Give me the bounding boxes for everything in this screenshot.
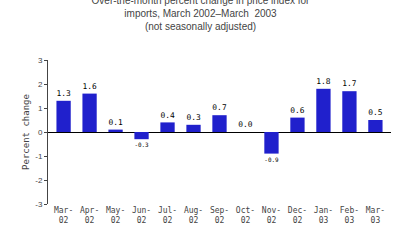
svg-text:Jan-03: Jan-03 xyxy=(314,206,333,225)
svg-text:Apr-02: Apr-02 xyxy=(80,206,99,225)
svg-text:Sep-02: Sep-02 xyxy=(210,206,229,225)
svg-text:Oct-02: Oct-02 xyxy=(236,206,255,225)
svg-text:1.3: 1.3 xyxy=(56,89,71,98)
svg-text:1.6: 1.6 xyxy=(82,82,97,91)
svg-text:Feb-03: Feb-03 xyxy=(340,206,359,225)
svg-text:0.6: 0.6 xyxy=(290,106,305,115)
svg-text:3: 3 xyxy=(38,56,43,65)
svg-text:1.8: 1.8 xyxy=(316,77,331,86)
svg-text:1.7: 1.7 xyxy=(342,79,357,88)
svg-text:Over-the-month percent change: Over-the-month percent change in price i… xyxy=(92,0,311,32)
svg-text:2: 2 xyxy=(38,80,43,89)
svg-text:0.3: 0.3 xyxy=(186,113,201,122)
svg-text:Aug-02: Aug-02 xyxy=(184,206,203,225)
svg-text:Jun-02: Jun-02 xyxy=(132,206,151,225)
svg-text:Nov-02: Nov-02 xyxy=(262,206,281,225)
svg-text:-0.3: -0.3 xyxy=(134,141,149,148)
svg-text:Dec-02: Dec-02 xyxy=(288,206,307,225)
svg-text:Jul-02: Jul-02 xyxy=(158,206,177,225)
svg-text:0.5: 0.5 xyxy=(368,108,383,117)
svg-text:-3: -3 xyxy=(35,200,43,209)
svg-text:0.0: 0.0 xyxy=(238,120,253,129)
svg-text:0: 0 xyxy=(38,128,43,137)
svg-text:Mar-03: Mar-03 xyxy=(366,206,385,225)
svg-text:1: 1 xyxy=(38,104,43,113)
svg-text:0.1: 0.1 xyxy=(108,118,123,127)
svg-text:Percent change: Percent change xyxy=(21,94,31,170)
svg-text:-0.9: -0.9 xyxy=(264,156,279,163)
svg-text:Mar-02: Mar-02 xyxy=(54,206,73,225)
svg-text:May-02: May-02 xyxy=(106,206,125,225)
svg-text:0.7: 0.7 xyxy=(212,103,227,112)
svg-text:0.4: 0.4 xyxy=(160,111,175,120)
svg-text:-1: -1 xyxy=(35,152,43,161)
svg-text:-2: -2 xyxy=(35,176,43,185)
